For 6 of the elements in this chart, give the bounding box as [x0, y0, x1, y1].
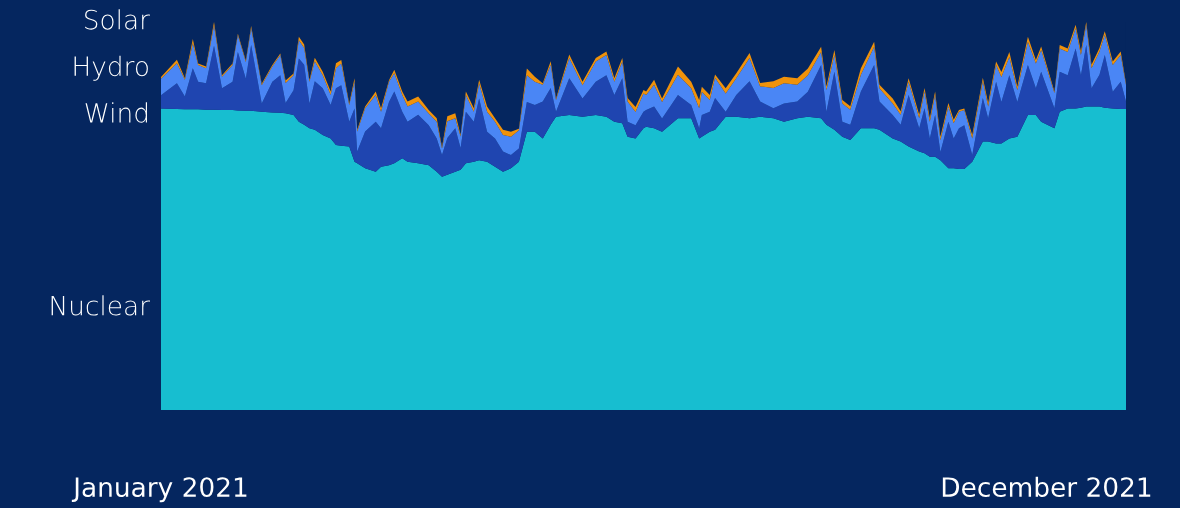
series-label: Nuclear [51, 295, 150, 316]
series-label: Solar [85, 9, 150, 30]
series-label: Hydro [74, 55, 148, 81]
series-label: Wind [85, 102, 147, 123]
x-tick-label: January 2021 [71, 477, 247, 503]
x-tick-label: December 2021 [942, 476, 1151, 498]
